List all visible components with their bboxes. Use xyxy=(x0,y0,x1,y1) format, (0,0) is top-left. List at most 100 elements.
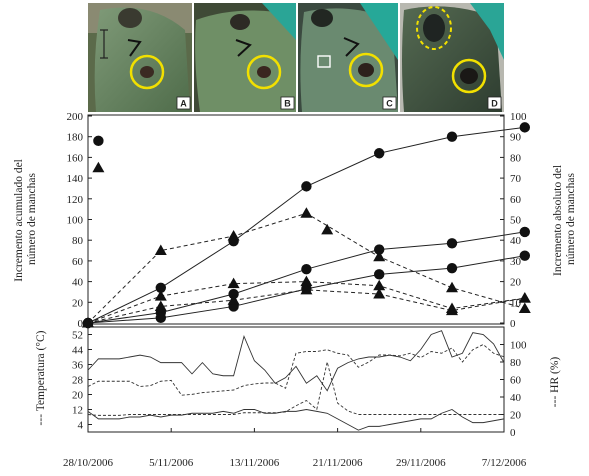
data-point-triangle xyxy=(446,304,458,316)
y-tick-label: 20 xyxy=(72,390,84,402)
top-series-3 xyxy=(93,135,104,147)
y-tick-label: 120 xyxy=(67,194,84,206)
bottom-right-y-ticks: 0 20 40 60 80 100 xyxy=(500,340,527,439)
top-right-axis-title: Incremento absoluto del número de mancha… xyxy=(552,162,577,276)
data-point-triangle xyxy=(518,292,531,303)
y-tick-label: 40 xyxy=(72,277,84,289)
data-point-triangle xyxy=(518,302,531,314)
data-point-triangle xyxy=(227,277,240,289)
data-point-circle xyxy=(155,312,166,324)
data-point-circle xyxy=(519,226,530,238)
photo-panel-d: D xyxy=(400,3,504,112)
weather-series-3 xyxy=(87,361,504,416)
y-tick-label: 60 xyxy=(72,256,84,268)
x-ticks: 28/10/2006 5/11/2006 13/11/2006 21/11/2006 2… xyxy=(63,428,527,469)
data-point-circle xyxy=(301,181,312,192)
bottom-left-axis-title: --- Temperatura (°C) xyxy=(35,330,47,425)
y-tick-label: 80 xyxy=(72,235,84,247)
top-left-axis-title: Incremento acumulado del número de manch… xyxy=(13,156,38,282)
data-point-triangle xyxy=(300,283,313,295)
data-point-circle xyxy=(374,148,385,159)
photo-panel-a: A xyxy=(88,3,192,112)
bottom-chart-frame xyxy=(87,326,505,433)
data-point-circle xyxy=(301,263,312,275)
bottom-left-y-ticks: 4 12 20 28 36 44 52 xyxy=(72,330,92,432)
data-point-triangle xyxy=(373,250,386,262)
data-point-triangle xyxy=(92,161,105,173)
top-series-group xyxy=(82,122,531,329)
data-point-circle xyxy=(519,122,530,133)
data-point-triangle xyxy=(373,279,386,291)
data-point-triangle xyxy=(154,300,167,311)
y2-tick-label: 90 xyxy=(510,132,522,144)
y2-tick-label: 30 xyxy=(510,256,522,268)
photo-label-b: B xyxy=(284,99,291,109)
x-tick-label: 28/10/2006 xyxy=(63,457,114,469)
y2-tick-label: 40 xyxy=(510,392,522,404)
bottom-series-group xyxy=(87,330,505,431)
x-tick-label: 29/11/2006 xyxy=(396,457,446,469)
y-tick-label: 52 xyxy=(72,330,83,342)
x-tick-label: 21/11/2006 xyxy=(313,457,363,469)
weather-series-2 xyxy=(87,343,505,396)
data-point-circle xyxy=(228,288,239,300)
top-left-y-ticks: 0 20 40 60 80 100 120 140 160 180 200 xyxy=(67,111,92,330)
data-point-circle xyxy=(155,282,166,294)
data-point-circle xyxy=(519,250,530,261)
y2-tick-label: 10 xyxy=(510,297,522,309)
photo-panel-b: B xyxy=(194,3,296,113)
data-point-triangle xyxy=(300,207,313,218)
y-tick-label: 160 xyxy=(67,152,84,164)
y-tick-label: 4 xyxy=(78,420,84,432)
top-right-y-ticks: 0 10 20 30 40 50 60 70 80 90 100 xyxy=(500,111,527,330)
y2-tick-label: 60 xyxy=(510,194,522,206)
data-point-triangle xyxy=(82,317,94,328)
y2-tick-label: 0 xyxy=(510,427,516,439)
y2-tick-label: 80 xyxy=(510,357,522,369)
data-point-circle xyxy=(446,238,458,249)
y-tick-label: 28 xyxy=(72,375,84,387)
data-point-triangle xyxy=(227,294,240,305)
y-tick-label: 100 xyxy=(67,215,84,227)
data-point-circle xyxy=(374,269,385,280)
data-point-triangle xyxy=(154,290,167,301)
y2-tick-label: 0 xyxy=(510,318,516,330)
top-series-0 xyxy=(82,122,530,329)
x-tick-label: 13/11/2006 xyxy=(230,457,280,469)
data-point-circle xyxy=(93,135,104,147)
y2-tick-label: 80 xyxy=(510,152,522,164)
y-tick-label: 20 xyxy=(72,297,84,309)
y-tick-label: 140 xyxy=(67,173,84,185)
data-point-triangle xyxy=(300,275,313,287)
x-tick-label: 5/11/2006 xyxy=(149,457,194,469)
data-point-circle xyxy=(446,131,458,142)
data-point-triangle xyxy=(321,223,334,235)
y-tick-label: 180 xyxy=(67,132,84,144)
y2-tick-label: 100 xyxy=(510,111,527,123)
data-point-triangle xyxy=(446,281,458,293)
data-point-triangle xyxy=(227,230,240,241)
y2-tick-label: 20 xyxy=(510,277,522,289)
data-point-triangle xyxy=(154,244,167,256)
y2-tick-label: 40 xyxy=(510,235,522,247)
data-point-triangle xyxy=(373,288,386,299)
y2-tick-label: 60 xyxy=(510,375,522,387)
photo-label-a: A xyxy=(180,99,187,109)
y-tick-label: 0 xyxy=(78,318,84,330)
photo-label-c: C xyxy=(386,99,393,109)
y2-tick-label: 100 xyxy=(510,340,527,352)
weather-series-0 xyxy=(87,330,505,392)
y-tick-label: 200 xyxy=(67,111,84,123)
bottom-right-axis-title: --- HR (%) xyxy=(549,357,561,408)
photo-strip: A B C D xyxy=(88,3,504,113)
data-point-circle xyxy=(446,262,458,274)
y2-tick-label: 20 xyxy=(510,410,522,422)
photo-panel-c: C xyxy=(298,3,398,112)
top-series-7 xyxy=(92,161,334,235)
x-tick-label: 7/12/2006 xyxy=(482,457,527,469)
weather-series-1 xyxy=(87,408,505,431)
top-series-5 xyxy=(82,275,531,328)
data-point-circle xyxy=(374,244,385,255)
y2-tick-label: 70 xyxy=(510,173,522,185)
